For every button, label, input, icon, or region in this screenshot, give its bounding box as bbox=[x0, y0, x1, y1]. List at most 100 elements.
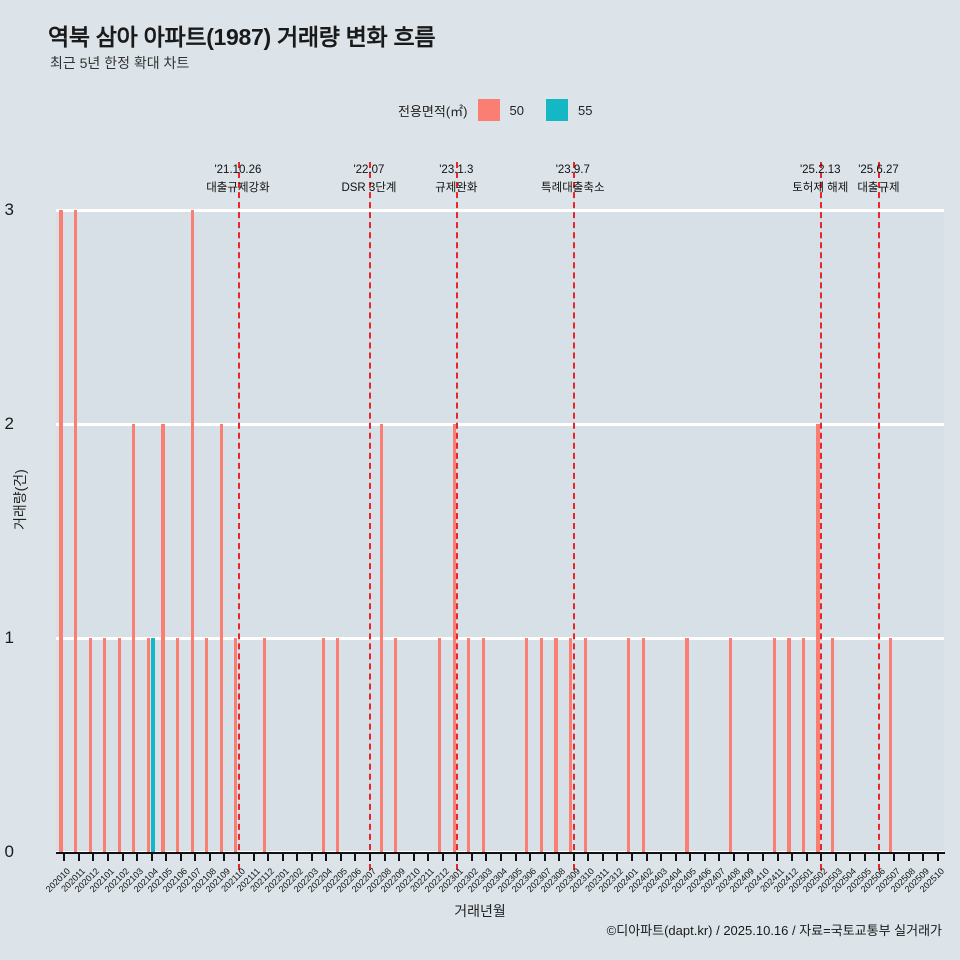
bar-50-202012 bbox=[88, 638, 92, 852]
event-text: 규제완화 bbox=[435, 181, 478, 194]
x-tick bbox=[732, 852, 735, 861]
x-tick bbox=[121, 852, 124, 861]
x-tick bbox=[718, 852, 721, 861]
footer-credit: ©디아파트(dapt.kr) / 2025.10.16 / 자료=국토교통부 실… bbox=[606, 923, 942, 938]
bar-50-202507 bbox=[889, 638, 893, 852]
event-text: 특례대출축소 bbox=[541, 181, 605, 194]
bar-50-202010 bbox=[59, 210, 63, 852]
x-tick bbox=[383, 852, 386, 861]
x-tick bbox=[267, 852, 270, 861]
y-axis-label: 거래량(건) bbox=[12, 469, 28, 530]
y-tick-label: 1 bbox=[4, 628, 14, 647]
bar-50-202402 bbox=[641, 638, 645, 852]
x-tick bbox=[485, 852, 488, 861]
x-tick bbox=[77, 852, 80, 861]
y-tick-label: 0 bbox=[4, 842, 14, 861]
x-tick bbox=[106, 852, 109, 861]
event-line-202506 bbox=[878, 162, 881, 870]
event-annotation-202506: '25.6.27 대출규제 bbox=[857, 162, 899, 198]
event-annotation-202309: '23.9.7 특례대출축소 bbox=[541, 162, 604, 198]
bar-50-202405 bbox=[685, 638, 689, 852]
bar-50-202411 bbox=[772, 638, 776, 852]
bar-50-202104 bbox=[146, 638, 150, 852]
x-tick bbox=[747, 852, 750, 861]
x-tick bbox=[296, 852, 299, 861]
legend: 전용면적(㎡) 50 55 bbox=[398, 99, 592, 121]
x-tick bbox=[645, 852, 648, 861]
bar-50-202303 bbox=[481, 638, 485, 852]
x-axis-label: 거래년월 bbox=[454, 903, 506, 919]
event-date: '25.2.13 bbox=[799, 164, 841, 176]
bar-50-202302 bbox=[467, 638, 471, 852]
event-date: '22.07 bbox=[353, 164, 385, 176]
chart-title: 역북 삼아 아파트(1987) 거래량 변화 흐름 bbox=[48, 24, 436, 50]
event-line-202301 bbox=[456, 162, 459, 870]
y-tick-label: 3 bbox=[4, 200, 14, 219]
event-text: DSR 3단계 bbox=[341, 181, 397, 194]
x-tick bbox=[281, 852, 284, 861]
x-tick bbox=[412, 852, 415, 861]
x-tick bbox=[558, 852, 561, 861]
gridline-y-1 bbox=[56, 636, 944, 640]
x-tick bbox=[631, 852, 634, 861]
bar-50-202102 bbox=[117, 638, 121, 852]
x-tick bbox=[441, 852, 444, 861]
x-tick bbox=[674, 852, 677, 861]
x-tick bbox=[368, 852, 371, 861]
event-line-202502 bbox=[820, 162, 823, 870]
x-tick bbox=[354, 852, 357, 861]
event-annotation-202502: '25.2.13 토허제 해제 bbox=[792, 162, 848, 198]
x-tick bbox=[572, 852, 575, 861]
bar-50-202401 bbox=[627, 638, 631, 852]
legend-swatch-55 bbox=[545, 99, 568, 121]
bar-50-202108 bbox=[205, 638, 209, 852]
x-tick bbox=[325, 852, 328, 861]
event-text: 대출규제강화 bbox=[206, 181, 270, 194]
bar-50-202208 bbox=[379, 424, 383, 852]
x-tick bbox=[514, 852, 517, 861]
bar-50-202309 bbox=[568, 638, 573, 852]
bar-50-202101 bbox=[103, 638, 107, 852]
x-tick bbox=[834, 852, 837, 861]
x-tick bbox=[252, 852, 255, 861]
event-date: '23.1.3 bbox=[439, 164, 474, 176]
bar-50-202503 bbox=[831, 638, 835, 852]
gridline-y-2 bbox=[56, 422, 944, 426]
bar-50-202412 bbox=[787, 638, 791, 852]
x-tick bbox=[194, 852, 197, 861]
bar-50-202105 bbox=[161, 424, 165, 852]
x-tick bbox=[456, 852, 459, 861]
event-annotation-202207: '22.07 DSR 3단계 bbox=[341, 162, 396, 198]
event-annotation-202110: '21.10.26 대출규제강화 bbox=[206, 162, 269, 198]
bar-50-202110 bbox=[234, 638, 238, 852]
x-tick bbox=[223, 852, 226, 861]
x-tick bbox=[136, 852, 139, 861]
x-tick bbox=[601, 852, 604, 861]
x-tick bbox=[150, 852, 153, 861]
event-annotation-202301: '23.1.3 규제완화 bbox=[435, 162, 477, 198]
legend-swatch-50 bbox=[477, 99, 500, 121]
x-tick bbox=[237, 852, 240, 861]
y-tick-label: 2 bbox=[4, 414, 14, 433]
event-text: 토허제 해제 bbox=[792, 181, 849, 194]
bar-50-202109 bbox=[219, 424, 223, 852]
x-tick bbox=[907, 852, 910, 861]
x-tick bbox=[339, 852, 342, 861]
x-tick bbox=[878, 852, 881, 861]
x-tick bbox=[893, 852, 896, 861]
bar-50-202502 bbox=[816, 424, 820, 852]
x-tick bbox=[703, 852, 706, 861]
x-tick bbox=[805, 852, 808, 861]
event-date: '21.10.26 bbox=[214, 164, 262, 176]
bar-50-202011 bbox=[74, 210, 78, 852]
x-tick bbox=[616, 852, 619, 861]
bar-50-202307 bbox=[539, 638, 544, 852]
bar-50-202408 bbox=[729, 638, 733, 852]
legend-label-55: 55 bbox=[577, 102, 593, 118]
x-tick bbox=[398, 852, 401, 861]
event-line-202110 bbox=[237, 162, 240, 870]
x-tick bbox=[820, 852, 823, 861]
x-tick bbox=[587, 852, 590, 861]
x-tick bbox=[208, 852, 211, 861]
